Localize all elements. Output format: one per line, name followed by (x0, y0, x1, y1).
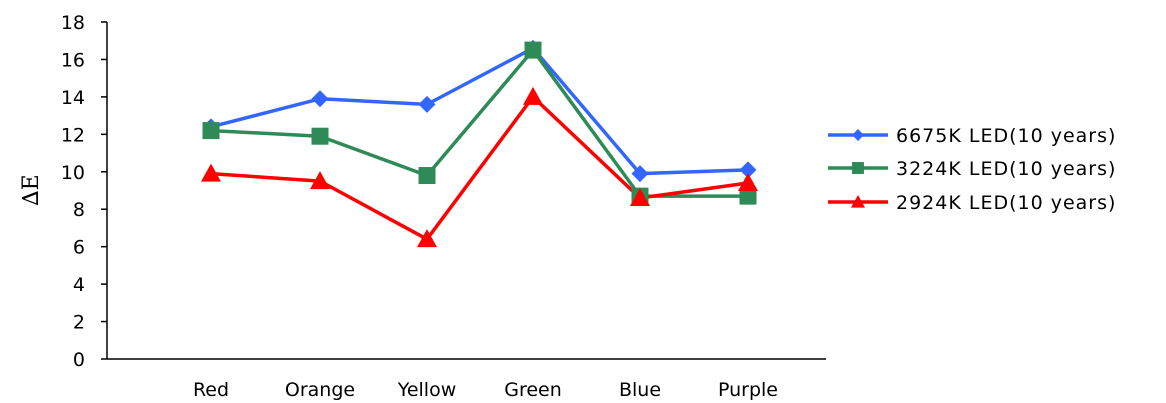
legend-label: 6675K LED(10 years) (896, 125, 1116, 147)
x-tick-label: Blue (619, 379, 661, 401)
x-axis-labels: Red Orange Yellow Green Blue Purple (193, 379, 778, 401)
data-point-triangle (630, 187, 650, 206)
y-tick-label: 18 (61, 12, 85, 34)
y-tick-label: 4 (73, 274, 85, 296)
y-tick-label: 10 (61, 162, 85, 184)
x-tick-label: Yellow (397, 379, 457, 401)
data-point-triangle (523, 86, 543, 105)
x-tick-label: Red (193, 379, 229, 401)
data-point-diamond (418, 95, 436, 113)
data-point-triangle (738, 173, 758, 192)
data-point-triangle (201, 163, 221, 182)
data-point-square (739, 187, 757, 205)
data-point-square (524, 41, 542, 59)
series-markers (201, 39, 758, 248)
legend: 6675K LED(10 years) 3224K LED(10 years) 29… (828, 125, 1116, 214)
series-lines (210, 46, 749, 241)
data-point-square (852, 162, 864, 174)
data-point-square (418, 167, 436, 185)
y-ticks: 0 2 4 6 8 10 12 14 16 18 (61, 12, 107, 371)
data-point-square (311, 127, 329, 145)
data-point-diamond (852, 129, 864, 141)
data-point-diamond (739, 161, 757, 179)
y-tick-label: 12 (61, 124, 85, 146)
data-point-diamond (311, 90, 329, 108)
x-tick-label: Green (504, 379, 562, 401)
series-line (210, 95, 749, 241)
legend-label: 2924K LED(10 years) (896, 192, 1116, 214)
y-tick-label: 0 (73, 349, 85, 371)
axes (106, 22, 826, 360)
x-tick-label: Purple (718, 379, 778, 401)
y-tick-label: 6 (73, 237, 85, 259)
x-tick-label: Orange (285, 379, 355, 401)
series-line (210, 46, 749, 176)
y-tick-label: 16 (61, 49, 85, 71)
y-tick-label: 2 (73, 312, 85, 334)
data-point-triangle (310, 171, 330, 190)
y-axis-title: ∆E (19, 174, 44, 205)
data-point-diamond (631, 165, 649, 183)
data-point-triangle (417, 229, 437, 248)
y-tick-label: 8 (73, 199, 85, 221)
y-tick-label: 14 (61, 87, 85, 109)
data-point-triangle (851, 195, 865, 208)
legend-label: 3224K LED(10 years) (896, 158, 1116, 180)
data-point-square (202, 122, 220, 140)
